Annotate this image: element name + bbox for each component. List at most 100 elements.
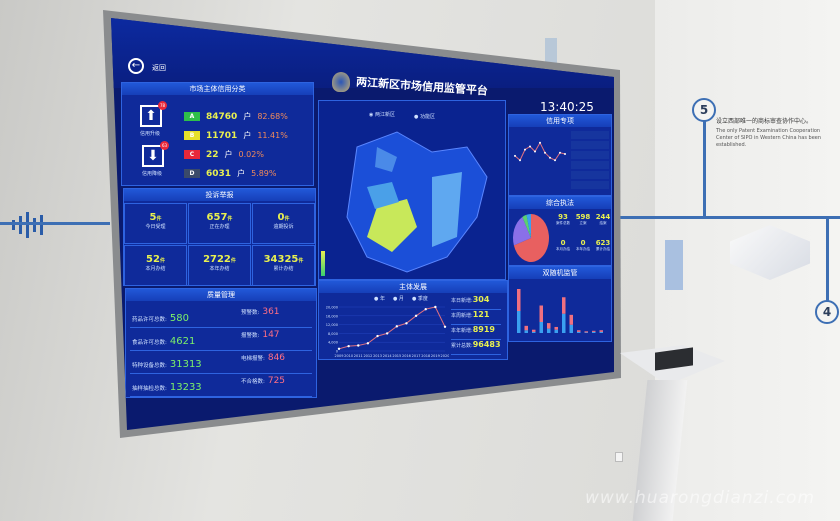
bar-segment xyxy=(584,331,588,333)
stat-label: 累计总数: xyxy=(451,343,473,349)
data-point xyxy=(539,141,541,144)
metric-label: 食品许可总数: xyxy=(132,340,167,346)
arrow-up-icon[interactable]: ⬆ xyxy=(140,105,162,127)
quality-alert-metric: 报警数: 147 xyxy=(241,330,280,340)
data-point xyxy=(357,344,360,347)
stat-value: 0 xyxy=(560,239,566,247)
metric-label: 不合格数: xyxy=(241,379,265,385)
map-legend-scale xyxy=(321,251,325,276)
legend-label: 年 xyxy=(379,296,385,302)
quality-metric: 药品许可总数: 580 xyxy=(132,313,189,324)
unit-label: 户 xyxy=(243,131,252,140)
bar-segment xyxy=(547,328,551,333)
metric-value: 725 xyxy=(267,376,286,386)
enforcement-stat: 93 案件总数 xyxy=(553,213,573,226)
stat-label: 今日受理 xyxy=(145,224,166,230)
bar-segment xyxy=(539,322,543,333)
pie-slice xyxy=(513,214,549,262)
stat-unit: 件 xyxy=(159,258,165,264)
watermark: www.huarongdianzi.com xyxy=(585,488,816,508)
stat-unit: 件 xyxy=(230,258,236,264)
arrow-down-icon[interactable]: ⬇ xyxy=(142,145,164,167)
metric-value: 4621 xyxy=(169,336,196,347)
map-region[interactable] xyxy=(346,131,488,273)
metric-value: 31313 xyxy=(169,359,202,370)
unit-label: 户 xyxy=(237,169,246,178)
stat-label: 结案 xyxy=(599,221,607,225)
random-inspection-panel: 双随机监管 xyxy=(508,266,612,342)
unit-label: 户 xyxy=(243,112,252,121)
data-point xyxy=(347,344,350,348)
enforcement-stat: 0 本月办结 xyxy=(553,239,573,252)
pie-slice xyxy=(526,214,531,238)
pie-slice xyxy=(522,214,531,238)
stat-value: 0 xyxy=(277,212,285,223)
legend-item[interactable]: ● 月 xyxy=(392,296,404,302)
panel-title: 投诉举报 xyxy=(124,189,315,201)
grade-count: 22 xyxy=(206,149,219,160)
wall-socket xyxy=(615,452,623,462)
data-point xyxy=(424,308,427,311)
stat-unit: 件 xyxy=(298,258,304,264)
grade-percent: 0.02% xyxy=(238,150,264,159)
map-option-function-zone[interactable]: ● 功能区 xyxy=(414,114,435,120)
data-point xyxy=(337,347,341,350)
data-point xyxy=(549,156,551,159)
stat-unit: 件 xyxy=(156,216,162,222)
stat-value: 34325 xyxy=(263,254,299,265)
stat-label: 本日新增: xyxy=(451,298,473,304)
district-map[interactable] xyxy=(337,127,497,277)
bar-segment xyxy=(577,331,581,333)
stat-value: 623 xyxy=(595,239,611,247)
map-region[interactable] xyxy=(367,182,399,209)
x-tick-label: 2010 xyxy=(344,354,353,358)
random-inspection-bar-chart xyxy=(517,289,603,333)
complaint-stat: 0件 逾期投诉 xyxy=(252,203,315,244)
map-region-highlight[interactable] xyxy=(367,199,417,252)
back-icon[interactable]: ← xyxy=(128,58,144,74)
row-divider xyxy=(130,350,312,351)
stat-label: 本年办结 xyxy=(209,266,230,272)
bar-segment xyxy=(599,331,603,333)
stat-label: 立案 xyxy=(579,221,587,225)
stat-label: 累计办结 xyxy=(596,247,610,251)
map-option-liangjiang[interactable]: ◉ 两江新区 xyxy=(369,112,395,118)
grade-badge: D xyxy=(184,169,200,178)
legend-item[interactable]: ● 年 xyxy=(374,296,385,302)
x-tick-label: 2012 xyxy=(363,354,372,358)
bar-segment xyxy=(517,311,521,333)
data-point xyxy=(529,145,531,148)
stat-value: 2722 xyxy=(203,254,231,265)
quality-metric: 食品许可总数: 4621 xyxy=(132,336,195,347)
development-stat: 累计总数:96483 xyxy=(451,340,501,355)
stat-value: 304 xyxy=(472,295,490,304)
stat-value: 244 xyxy=(595,213,611,221)
wall-line xyxy=(615,216,840,219)
data-point xyxy=(385,332,389,335)
step-5-marker: 5 xyxy=(692,98,716,122)
credit-grade-row: B 11701 户 11.41% xyxy=(184,126,288,145)
back-button[interactable]: 返回 xyxy=(152,64,166,72)
bar-segment xyxy=(554,326,558,330)
map-option-label: 功能区 xyxy=(419,114,435,120)
stat-value: 121 xyxy=(472,310,490,319)
grade-badge: A xyxy=(184,112,200,121)
wall-caption-cn: 设立西部唯一的商标审查协作中心。 xyxy=(716,118,813,125)
stat-value: 657 xyxy=(206,212,228,223)
legend-label: 季度 xyxy=(417,296,428,302)
enforcement-panel: 综合执法 93 案件总数 598 立案 244 结案 0 本月办结 0 本年办结 623 累计办结 xyxy=(508,196,612,266)
stat-unit: 件 xyxy=(284,216,290,222)
x-tick-label: 2020 xyxy=(441,354,449,358)
credit-grade-row: D 6031 户 5.89% xyxy=(184,164,288,183)
x-tick-label: 2014 xyxy=(383,354,393,358)
complaint-stat: 657件 正在办理 xyxy=(188,203,251,244)
bar-segment xyxy=(532,329,536,332)
development-panel: 主体发展 ● 年 ● 月 ● 季度 0 4,000 8,000 12,000 16,000 2… xyxy=(318,280,508,360)
panel-title: 信用专项 xyxy=(509,115,611,127)
bar-segment xyxy=(562,297,566,314)
stat-value: 96483 xyxy=(472,340,501,349)
map-region[interactable] xyxy=(432,172,462,247)
legend-item[interactable]: ● 季度 xyxy=(411,296,428,302)
map-region[interactable] xyxy=(375,147,397,172)
metric-label: 报警数: xyxy=(241,333,260,339)
